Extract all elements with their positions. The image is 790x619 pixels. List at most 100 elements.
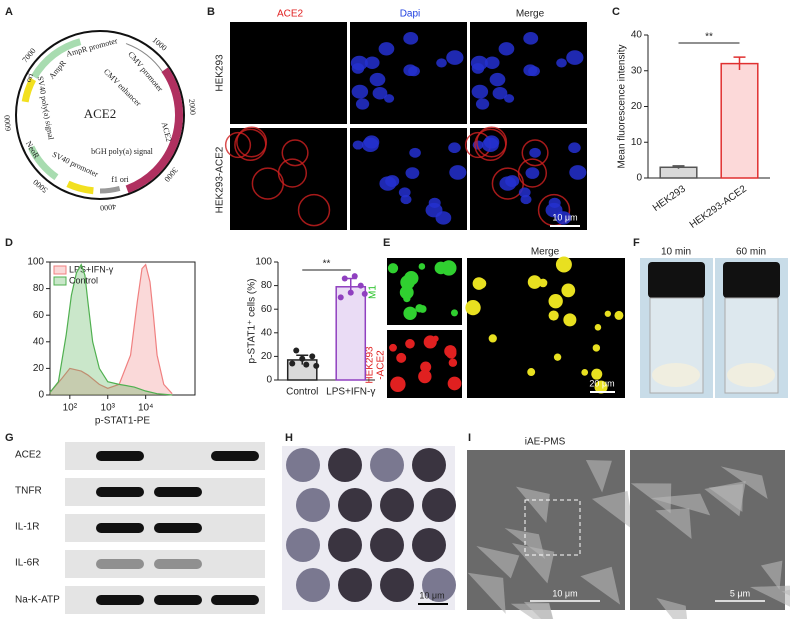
nucleus bbox=[384, 94, 395, 103]
feature-label: AmpR promoter bbox=[65, 36, 119, 58]
error-bar bbox=[672, 165, 685, 169]
band bbox=[154, 487, 202, 497]
x-tick-label: LPS+IFN-γ bbox=[326, 387, 375, 398]
nucleus bbox=[528, 66, 540, 77]
feature-label: f1 ori bbox=[111, 175, 129, 184]
band bbox=[154, 559, 202, 569]
row-label: HEK293 bbox=[215, 54, 226, 92]
y-tick-label: 10 bbox=[631, 137, 643, 148]
nucleus bbox=[504, 94, 515, 103]
y-tick-label: 80 bbox=[261, 280, 273, 291]
scale-bar-label: 10 μm bbox=[552, 212, 577, 222]
data-point bbox=[341, 275, 348, 282]
gel bbox=[652, 363, 700, 387]
legend-label: LPS+IFN-γ bbox=[69, 264, 114, 274]
data-point bbox=[293, 347, 300, 354]
nucleus bbox=[350, 55, 368, 71]
bar bbox=[720, 62, 759, 179]
y-axis-label: Mean fluorescence intensity bbox=[617, 45, 628, 169]
protein-label: ACE2 bbox=[15, 450, 42, 461]
area-fill bbox=[50, 264, 173, 395]
plot-frame bbox=[49, 261, 196, 396]
zoom-box bbox=[524, 499, 581, 556]
nucleus bbox=[548, 197, 561, 208]
cell bbox=[594, 324, 602, 331]
cell bbox=[389, 343, 397, 352]
nucleus bbox=[481, 137, 499, 152]
feature-arc bbox=[99, 185, 121, 194]
legend-swatch bbox=[53, 265, 67, 275]
data-point bbox=[351, 273, 358, 280]
micrograph bbox=[230, 128, 347, 230]
feature-label: bGH poly(a) signal bbox=[91, 147, 154, 156]
nucleus bbox=[518, 187, 531, 198]
membrane bbox=[521, 139, 549, 167]
nucleus bbox=[428, 197, 441, 208]
data-point bbox=[357, 282, 364, 289]
column-header: Dapi bbox=[400, 9, 421, 20]
nucleus bbox=[448, 142, 461, 154]
x-tick-label: Control bbox=[286, 387, 318, 398]
sem-sheet bbox=[650, 493, 711, 516]
time-label: 10 min bbox=[661, 247, 691, 258]
cell bbox=[465, 299, 481, 316]
membrane bbox=[281, 139, 309, 167]
y-tick-label: 40 bbox=[33, 336, 45, 347]
nucleus bbox=[523, 32, 539, 45]
plasmid-name: ACE2 bbox=[84, 106, 117, 121]
area-line bbox=[49, 263, 173, 395]
plasmid-ring bbox=[15, 30, 185, 200]
x-axis-label: p-STAT1-PE bbox=[95, 416, 151, 427]
nucleus bbox=[355, 98, 370, 110]
significance-label: ** bbox=[323, 259, 331, 270]
microsphere bbox=[296, 488, 330, 522]
panel-title: iAE-PMS bbox=[525, 437, 566, 448]
cell bbox=[592, 344, 601, 352]
band bbox=[211, 451, 259, 461]
nucleus bbox=[351, 84, 369, 99]
nucleus bbox=[379, 176, 397, 191]
nucleus bbox=[492, 86, 508, 100]
significance-label: ** bbox=[705, 32, 713, 43]
nucleus bbox=[568, 142, 581, 154]
membrane bbox=[277, 158, 308, 188]
y-tick-label: 60 bbox=[33, 310, 45, 321]
cell bbox=[423, 335, 437, 349]
scale-bar-label: 20 μm bbox=[589, 378, 614, 388]
panel-label: G bbox=[5, 432, 14, 444]
sem-sheet bbox=[656, 597, 688, 619]
position-label: 2000 bbox=[187, 99, 197, 116]
area-line bbox=[49, 263, 173, 396]
nucleus bbox=[529, 147, 541, 158]
y-tick-label: 20 bbox=[631, 101, 643, 112]
data-point bbox=[337, 294, 344, 301]
sem-sheet bbox=[511, 542, 555, 584]
cell bbox=[561, 283, 576, 298]
band bbox=[211, 595, 259, 605]
y-tick-label: 40 bbox=[261, 327, 273, 338]
y-tick-label: 0 bbox=[636, 173, 642, 184]
micrograph bbox=[230, 22, 347, 124]
sem-sheet bbox=[630, 483, 672, 514]
band bbox=[154, 595, 202, 605]
cell bbox=[405, 338, 415, 349]
band bbox=[154, 523, 202, 533]
microsphere bbox=[338, 488, 372, 522]
y-tick-label: 60 bbox=[261, 304, 273, 315]
channel-label: HEK293 bbox=[365, 346, 376, 384]
x-tick-label: 10⁴ bbox=[138, 403, 153, 414]
nucleus bbox=[435, 211, 452, 225]
membrane bbox=[236, 126, 268, 158]
sem-sheet bbox=[585, 460, 612, 493]
nucleus bbox=[361, 137, 379, 152]
images bbox=[15, 22, 790, 619]
cell bbox=[418, 305, 427, 313]
band bbox=[96, 487, 144, 497]
panel-label: I bbox=[468, 432, 471, 444]
membrane bbox=[476, 126, 508, 158]
band bbox=[96, 523, 144, 533]
microsphere bbox=[412, 528, 446, 562]
microsphere bbox=[286, 448, 320, 482]
error-bar bbox=[733, 56, 746, 71]
